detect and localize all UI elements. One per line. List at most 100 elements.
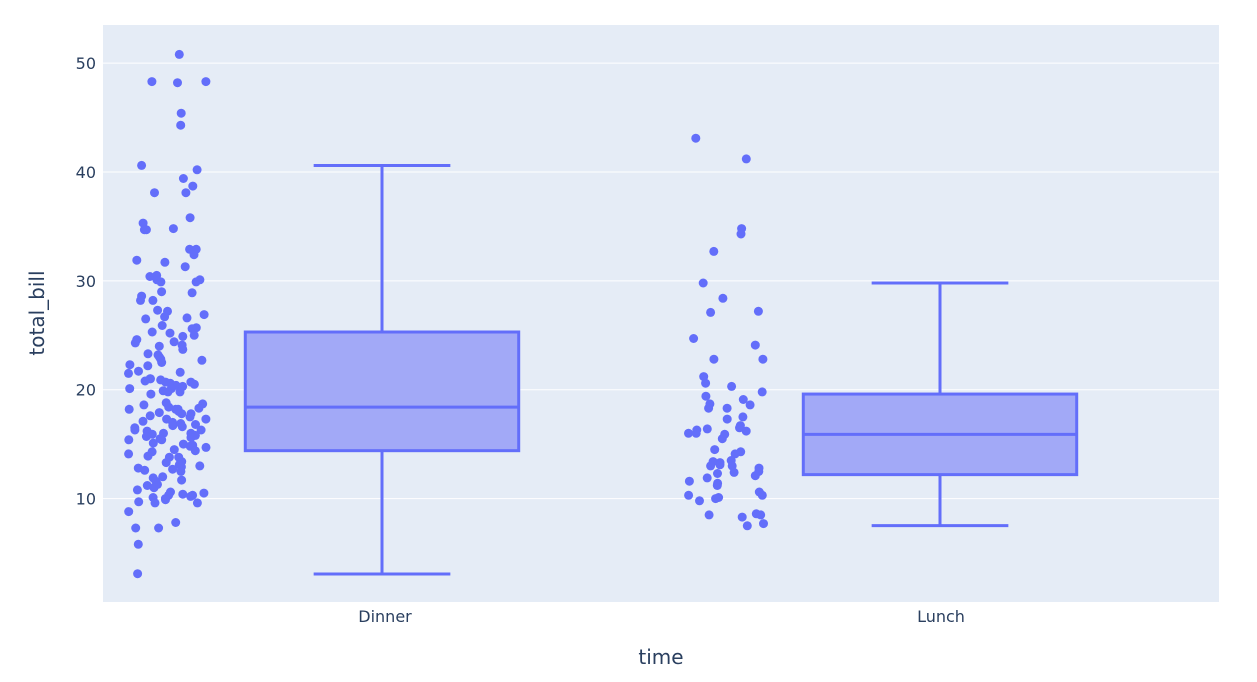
point-dinner-91 [177,409,187,419]
point-dinner-158 [171,518,181,527]
point-lunch-59 [704,510,714,520]
point-dinner-67 [140,376,150,386]
point-lunch-53 [757,490,767,500]
point-lunch-30 [684,428,693,438]
point-dinner-150 [186,491,196,501]
point-dinner-119 [201,442,211,452]
point-dinner-147 [178,489,188,499]
y-axis-title: total_bill [25,270,49,355]
point-dinner-24 [145,272,155,281]
point-dinner-74 [125,384,135,394]
point-dinner-52 [178,344,188,354]
x-axis-ticks: Dinner Lunch [358,607,965,626]
point-lunch-63 [742,521,752,531]
point-dinner-103 [196,425,206,435]
point-dinner-8 [178,174,188,183]
point-dinner-123 [124,449,134,459]
point-lunch-24 [722,414,732,424]
point-dinner-34 [153,305,163,315]
point-lunch-10 [750,340,760,350]
point-lunch-36 [730,449,740,459]
point-lunch-20 [745,400,755,410]
point-dinner-93 [185,412,195,422]
point-dinner-44 [165,328,175,338]
point-dinner-32 [136,295,145,305]
data-points [124,49,768,579]
point-lunch-0 [691,133,701,143]
point-dinner-7 [192,165,202,175]
point-dinner-113 [157,435,167,445]
point-dinner-48 [169,337,179,347]
point-lunch-31 [691,428,701,438]
point-lunch-26 [735,423,744,433]
point-dinner-131 [195,461,205,471]
point-lunch-14 [701,378,711,388]
plot-area [103,25,1219,602]
point-dinner-11 [150,188,159,198]
point-dinner-43 [147,327,157,337]
box-dinner [243,163,521,576]
point-dinner-157 [124,507,134,517]
point-lunch-8 [706,307,716,317]
y-axis-ticks: 10 20 30 40 50 [76,54,96,508]
point-dinner-121 [190,446,200,456]
y-tick-label-30: 30 [76,272,96,291]
point-dinner-92 [145,411,155,421]
point-dinner-27 [191,277,201,287]
point-lunch-51 [712,481,722,490]
point-dinner-19 [189,250,199,260]
point-lunch-15 [727,381,737,391]
point-dinner-4 [176,108,186,118]
point-lunch-56 [711,494,721,504]
point-dinner-84 [194,403,204,413]
point-dinner-111 [186,433,196,443]
point-dinner-82 [139,400,149,410]
point-dinner-57 [197,355,207,365]
point-lunch-61 [737,512,747,522]
point-lunch-48 [702,473,712,483]
point-dinner-53 [143,349,153,359]
point-lunch-34 [710,445,720,455]
point-lunch-47 [750,471,760,481]
point-dinner-21 [160,257,170,267]
point-dinner-63 [124,368,133,378]
point-lunch-29 [741,426,751,436]
point-lunch-18 [738,395,748,404]
point-dinner-160 [131,523,141,533]
point-dinner-9 [188,181,198,191]
point-lunch-45 [729,467,739,477]
point-dinner-139 [177,475,187,485]
point-lunch-16 [757,387,767,397]
iqr-box-dinner [243,330,521,453]
point-lunch-1 [741,154,751,164]
point-lunch-60 [756,510,766,520]
point-lunch-40 [715,460,725,470]
point-dinner-38 [182,313,192,323]
point-dinner-116 [178,439,188,449]
point-dinner-49 [130,338,140,348]
point-dinner-59 [125,360,135,370]
point-dinner-124 [143,451,153,461]
x-tick-label-lunch: Lunch [917,607,965,626]
point-lunch-46 [713,469,722,478]
point-dinner-101 [177,422,187,432]
point-dinner-22 [180,262,190,272]
point-dinner-6 [137,160,147,170]
point-lunch-23 [738,412,748,422]
point-dinner-14 [168,224,178,234]
point-dinner-36 [199,310,209,320]
point-dinner-104 [130,425,140,435]
point-lunch-62 [759,519,768,529]
point-lunch-5 [698,278,708,288]
point-dinner-120 [169,445,179,455]
point-dinner-159 [154,523,164,533]
point-lunch-33 [717,434,727,444]
point-lunch-27 [702,424,712,434]
y-tick-label-50: 50 [76,54,96,73]
point-lunch-54 [684,490,694,500]
point-dinner-154 [134,497,144,507]
point-dinner-20 [132,255,142,265]
point-dinner-129 [161,458,171,468]
point-dinner-134 [168,464,178,474]
